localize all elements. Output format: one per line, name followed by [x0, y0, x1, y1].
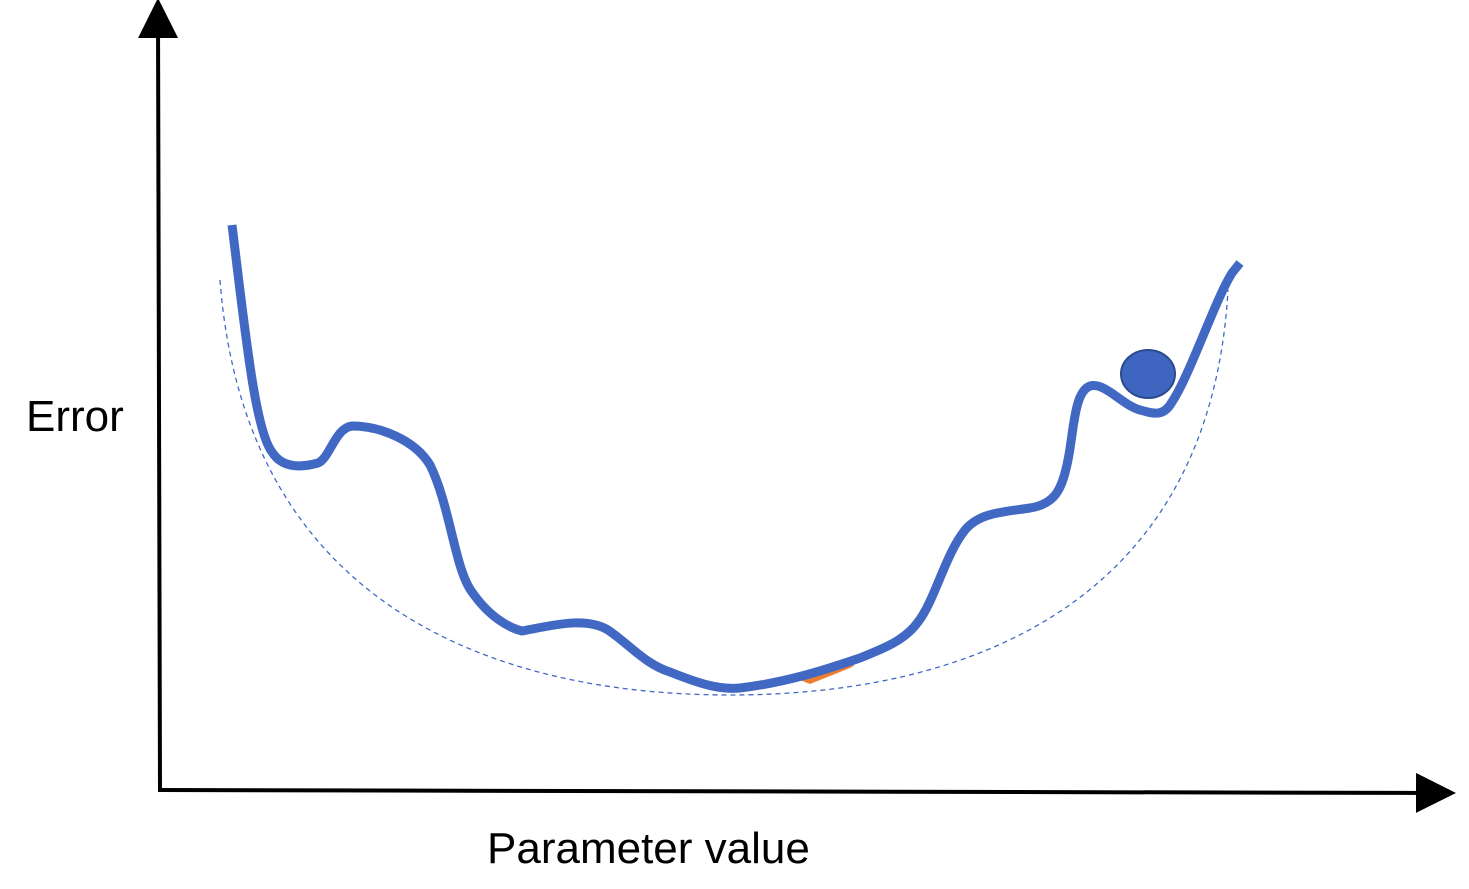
- y-axis: [138, 0, 179, 793]
- convex-approximation-dashed-curve: [219, 279, 1229, 696]
- x-axis: [157, 772, 1456, 813]
- y-axis-label: Error: [26, 392, 124, 441]
- x-axis-label: Parameter value: [487, 824, 810, 873]
- error-curve: [227, 224, 1244, 693]
- ball-marker: [1120, 349, 1176, 399]
